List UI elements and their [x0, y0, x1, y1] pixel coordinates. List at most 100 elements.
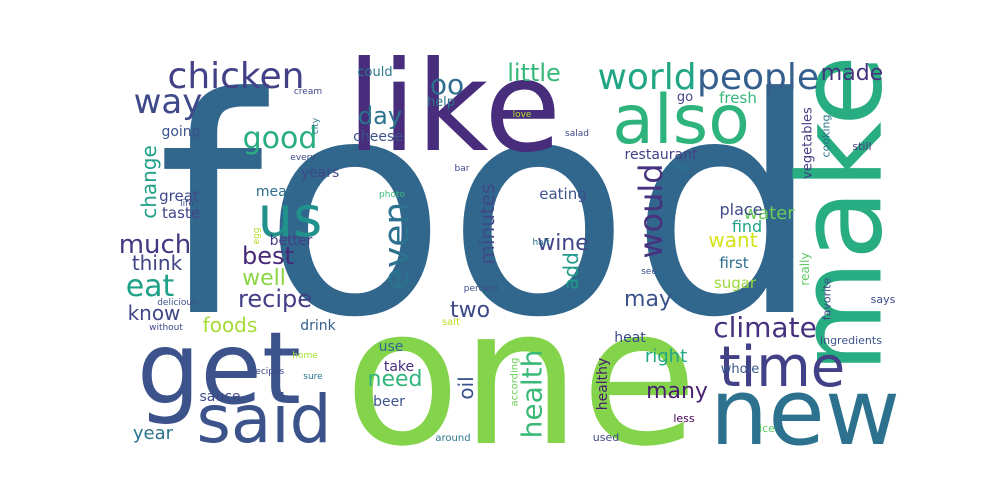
- word-still: still: [852, 140, 871, 153]
- word-place: place: [719, 200, 762, 219]
- word-one: one: [344, 267, 698, 488]
- word-people: people: [697, 57, 819, 98]
- word-see: see: [641, 267, 657, 277]
- word-change: change: [137, 145, 161, 219]
- word-restaurant: restaurant: [625, 147, 699, 163]
- word-would: would: [632, 163, 670, 258]
- word-really: really: [798, 252, 812, 285]
- word-better: better: [270, 233, 313, 249]
- word-according: according: [510, 358, 521, 407]
- word-healthy: healthy: [595, 358, 611, 411]
- word-delicious: delicious: [157, 298, 197, 308]
- word-used: used: [593, 431, 619, 444]
- word-home: home: [292, 351, 318, 361]
- word-minutes: minutes: [475, 184, 499, 265]
- word-great: great: [159, 187, 199, 205]
- word-beer: beer: [373, 394, 405, 410]
- word-little: little: [507, 59, 561, 87]
- word-recipe: recipe: [238, 285, 312, 313]
- word-also: also: [612, 81, 750, 160]
- word-like: like: [347, 35, 561, 180]
- word-life: life: [180, 199, 194, 209]
- word-recipes: recipes: [252, 367, 285, 377]
- word-much: much: [119, 230, 192, 260]
- word-years: years: [301, 165, 340, 181]
- word-water: water: [743, 203, 795, 224]
- word-big: big: [673, 162, 687, 172]
- word-foods: foods: [203, 313, 258, 337]
- word-eating: eating: [539, 185, 587, 203]
- word-drink: drink: [300, 318, 336, 334]
- word-sure: sure: [303, 372, 323, 382]
- word-egg: egg: [252, 228, 262, 245]
- word-whole: whole: [721, 362, 759, 377]
- word-climate: climate: [713, 311, 817, 344]
- word-half: half: [533, 238, 551, 248]
- word-two: two: [450, 298, 490, 323]
- word-good: good: [243, 121, 318, 156]
- word-says: says: [871, 293, 896, 306]
- word-way: way: [134, 82, 203, 122]
- word-love: love: [513, 110, 532, 120]
- word-every: every: [290, 153, 316, 163]
- word-salad: salad: [565, 129, 589, 139]
- word-think: think: [132, 251, 183, 275]
- word-day: day: [358, 102, 402, 130]
- word-new: new: [710, 359, 900, 466]
- word-going: going: [161, 124, 200, 140]
- word-photo: photo: [379, 190, 405, 200]
- word-know: know: [128, 301, 181, 325]
- word-oo: oo: [430, 68, 464, 101]
- word-without: without: [149, 323, 183, 333]
- word-best: best: [242, 242, 294, 270]
- word-fresh: fresh: [719, 89, 757, 107]
- word-take: take: [384, 359, 414, 375]
- word-use: use: [379, 339, 404, 355]
- word-around: around: [435, 433, 470, 444]
- word-favorite: favorite: [821, 278, 834, 321]
- word-oil: oil: [454, 376, 478, 399]
- word-many: many: [646, 379, 708, 404]
- word-city: city: [311, 117, 321, 134]
- word-sauce: sauce: [199, 389, 240, 405]
- word-ingredients: ingredients: [820, 334, 882, 347]
- word-salt: salt: [442, 317, 460, 328]
- word-made: made: [821, 61, 883, 86]
- word-go: go: [677, 90, 693, 105]
- word-wine: wine: [537, 231, 589, 256]
- word-even: even: [377, 202, 418, 290]
- word-percent: percent: [464, 284, 499, 294]
- word-sugar: sugar: [714, 274, 757, 292]
- word-eat: eat: [126, 269, 175, 304]
- word-could: could: [357, 65, 392, 80]
- word-make: make: [774, 55, 909, 374]
- word-may: may: [624, 287, 672, 312]
- word-need: need: [368, 367, 423, 392]
- word-add: add: [559, 252, 583, 290]
- word-first: first: [719, 254, 748, 272]
- word-want: want: [708, 228, 757, 252]
- word-vegetables: vegetables: [801, 107, 816, 179]
- word-chicken: chicken: [168, 56, 305, 97]
- word-food: food: [157, 34, 820, 383]
- word-world: world: [597, 57, 696, 98]
- word-time: time: [719, 335, 846, 400]
- word-cream: cream: [294, 87, 322, 97]
- word-ice: ice: [759, 422, 775, 435]
- word-find: find: [732, 217, 762, 236]
- word-us: us: [258, 185, 323, 250]
- word-get: get: [137, 310, 301, 427]
- word-well: well: [242, 266, 286, 291]
- word-taste: taste: [162, 204, 200, 222]
- word-heat: heat: [614, 330, 646, 346]
- word-cooking: cooking: [820, 115, 833, 158]
- word-less: less: [673, 412, 695, 425]
- word-meat: meat: [256, 184, 293, 200]
- word-bar: bar: [455, 164, 470, 174]
- word-help: help: [427, 95, 455, 110]
- word-health: health: [516, 350, 549, 439]
- word-said: said: [196, 381, 331, 458]
- word-year: year: [133, 423, 174, 444]
